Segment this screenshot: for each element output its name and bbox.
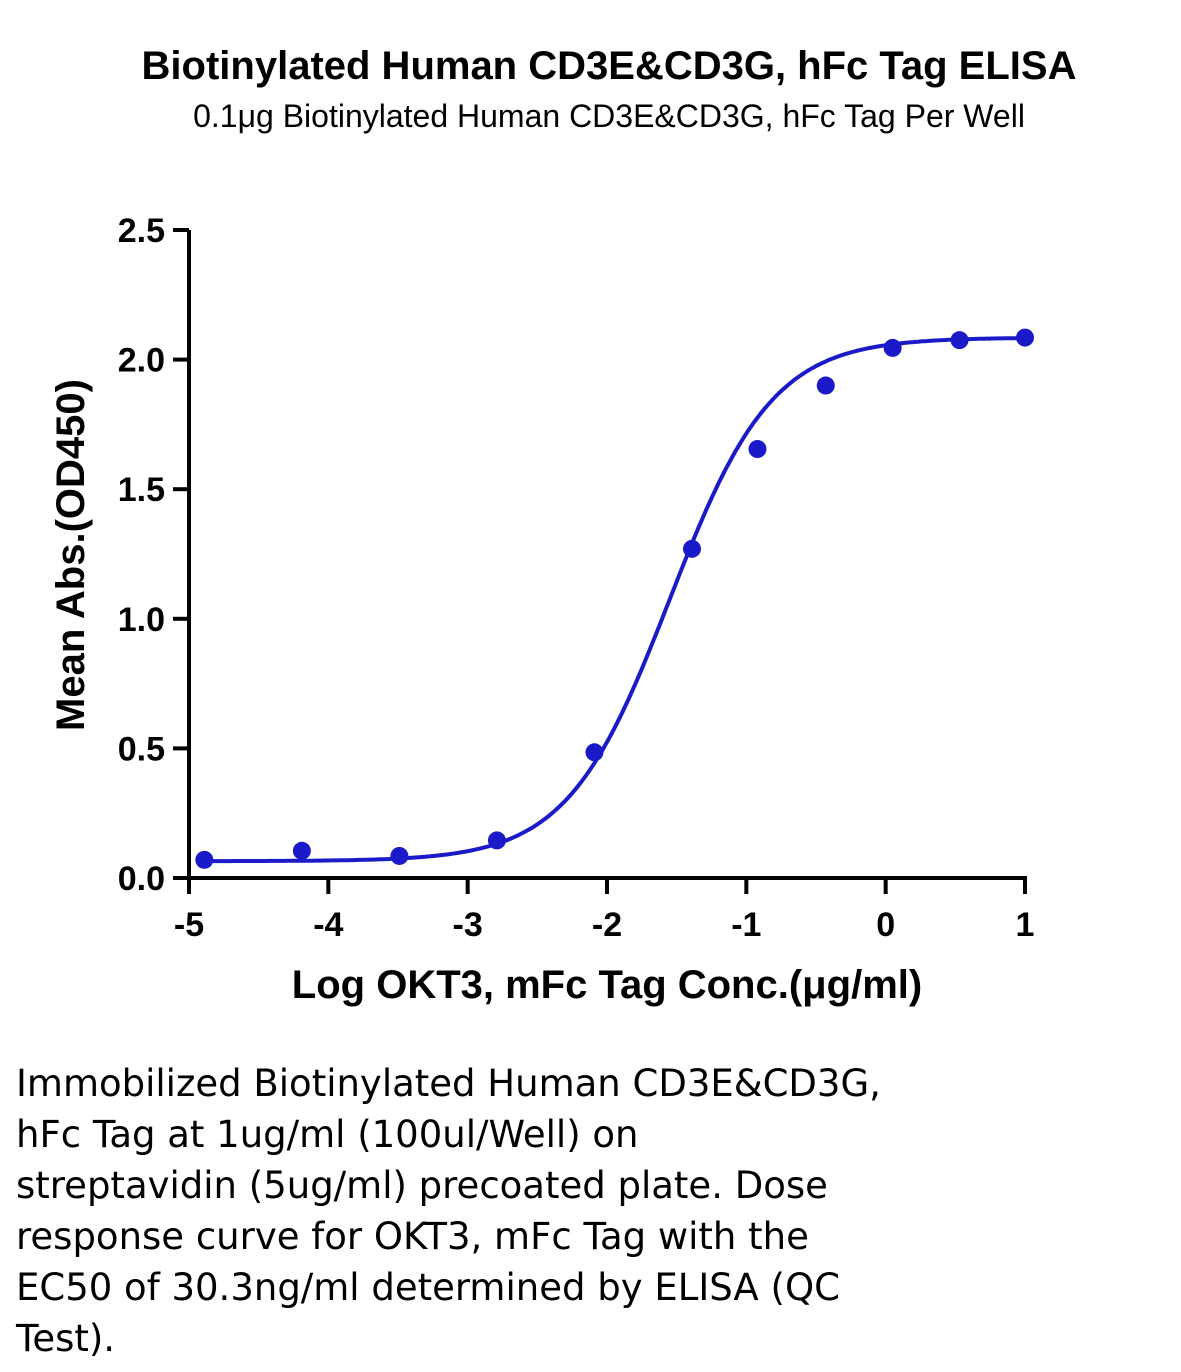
data-point [816,376,835,395]
data-point [748,440,767,459]
x-tick-label: -5 [174,906,204,944]
y-axis-label: Mean Abs.(OD450) [49,379,93,731]
x-tick-label: -3 [453,906,483,944]
figure-caption: Immobilized Biotinylated Human CD3E&CD3G… [16,1058,1016,1364]
y-tick-label: 2.0 [118,342,165,380]
chart-subtitle: 0.1μg Biotinylated Human CD3E&CD3G, hFc … [193,98,1025,134]
x-tick-label: 1 [1016,906,1035,944]
x-axis: -5 -4 -3 -2 -1 0 1 [174,876,1035,944]
data-point [950,331,969,350]
y-axis: 0.0 0.5 1.0 1.5 2.0 2.5 [118,212,191,898]
data-point [487,831,506,850]
y-tick-label: 1.0 [118,601,165,639]
caption-line: Test). [16,1317,116,1360]
x-tick-label: 0 [876,906,895,944]
y-tick-label: 0.5 [118,730,165,768]
x-tick-label: -2 [592,906,622,944]
caption-line: hFc Tag at 1ug/ml (100ul/Well) on [16,1113,639,1156]
chart-title: Biotinylated Human CD3E&CD3G, hFc Tag EL… [141,44,1077,88]
data-point [682,539,701,558]
data-point [195,850,214,869]
data-point [883,338,902,357]
caption-line: Immobilized Biotinylated Human CD3E&CD3G… [16,1062,881,1105]
data-point [390,846,409,865]
plot-area [195,328,1034,869]
data-point [585,743,604,762]
data-point [292,841,311,860]
elisa-chart: 0.0 0.5 1.0 1.5 2.0 2.5 -5 -4 -3 -2 -1 0 1 Mean Abs… [49,212,1035,1007]
fit-curve [202,336,1025,864]
caption-line: EC50 of 30.3ng/ml determined by ELISA (Q… [16,1266,840,1309]
y-tick-label: 2.5 [118,212,165,250]
x-tick-label: -4 [313,906,343,944]
data-point [1016,328,1034,347]
caption-line: response curve for OKT3, mFc Tag with th… [16,1215,809,1258]
y-tick-label: 1.5 [118,471,165,509]
x-axis-label: Log OKT3, mFc Tag Conc.(μg/ml) [292,963,922,1007]
y-tick-label: 0.0 [118,860,165,898]
x-tick-label: -1 [731,906,761,944]
caption-line: streptavidin (5ug/ml) precoated plate. D… [16,1164,828,1207]
